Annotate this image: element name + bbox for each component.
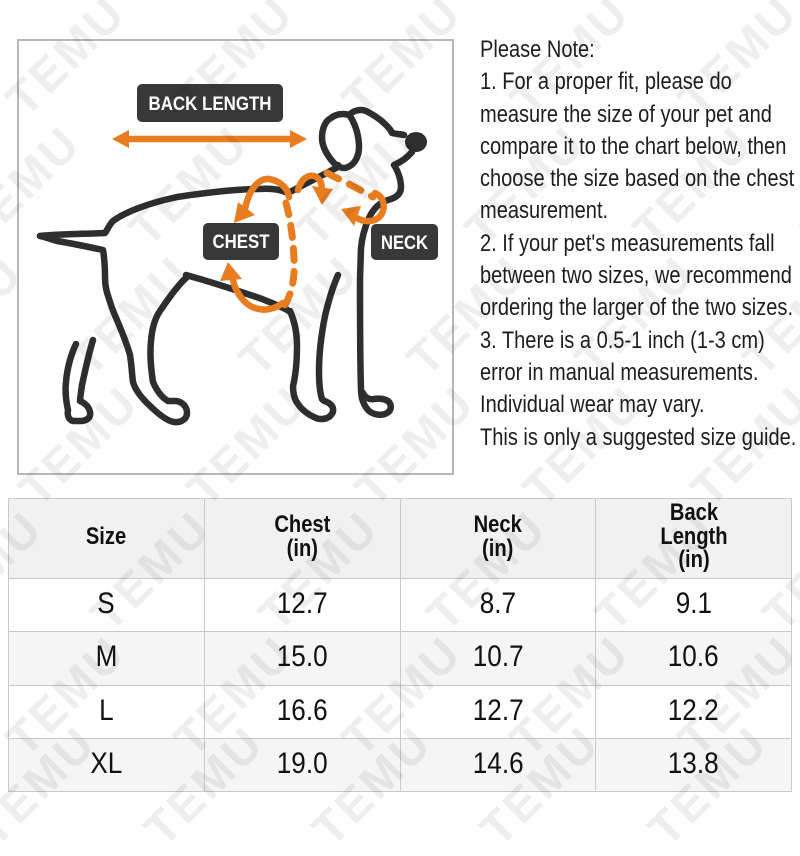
svg-text:NECK: NECK xyxy=(381,233,428,254)
svg-text:BACK LENGTH: BACK LENGTH xyxy=(149,94,272,115)
svg-text:CHEST: CHEST xyxy=(213,232,270,253)
